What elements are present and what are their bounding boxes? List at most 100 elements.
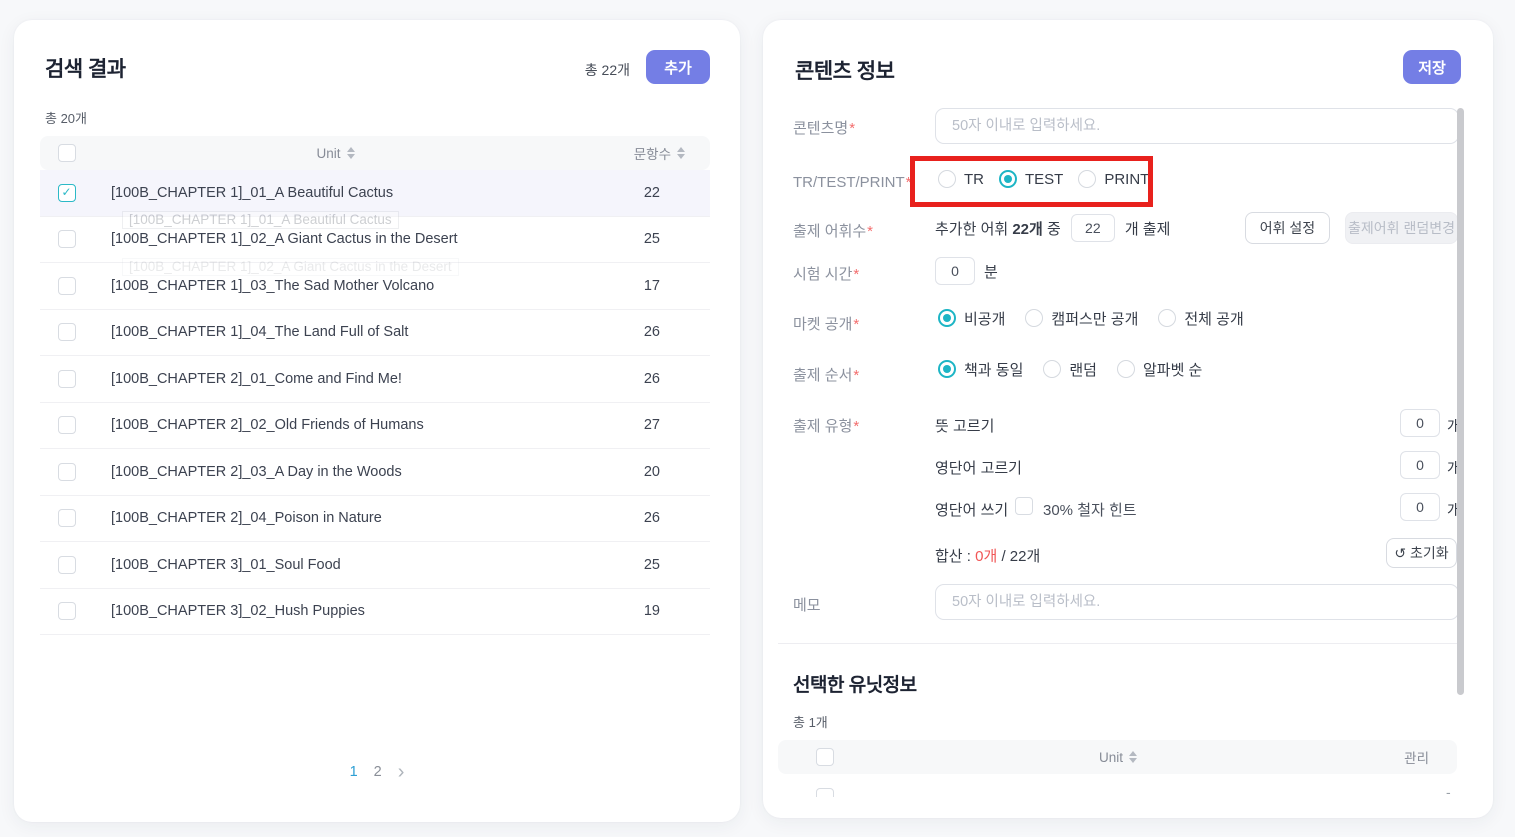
- type-radio-group: TR TEST PRINT: [938, 170, 1149, 188]
- table-row[interactable]: [100B_CHAPTER 3]_02_Hush Puppies 19: [40, 588, 710, 635]
- table-row[interactable]: [100B_CHAPTER 1]_04_The Land Full of Sal…: [40, 309, 710, 356]
- vocab-count-label: 출제 어휘수*: [793, 223, 874, 240]
- table-row[interactable]: [100B_CHAPTER 2]_03_A Day in the Woods 2…: [40, 449, 710, 496]
- table-row[interactable]: [100B_CHAPTER 1]_03_The Sad Mother Volca…: [40, 263, 710, 310]
- sort-icon[interactable]: [346, 147, 355, 159]
- selected-units-header: Unit 관리: [778, 740, 1457, 774]
- radio-option-public[interactable]: 전체 공개: [1158, 308, 1244, 329]
- sort-icon[interactable]: [1129, 751, 1137, 763]
- qtype-meaning-count-input[interactable]: [1400, 409, 1440, 437]
- search-results-panel: 검색 결과 총 22개 추가 총 20개 Unit 문항수 [100B_CHAP…: [14, 20, 740, 822]
- radio-checked-icon: [999, 170, 1017, 188]
- table-row[interactable]: [100B_CHAPTER 1]_02_A Giant Cactus in th…: [40, 216, 710, 263]
- total-count-label: 총 22개: [584, 62, 630, 78]
- partial-row-dash: -: [1446, 784, 1451, 800]
- row-checkbox[interactable]: [58, 183, 76, 202]
- radio-icon: [1025, 309, 1044, 327]
- row-checkbox[interactable]: [58, 462, 76, 481]
- page-2-button[interactable]: 2: [373, 764, 382, 780]
- qtype-word-write-label: 영단어 쓰기: [935, 502, 1009, 519]
- sum-row: 합산 : 0개 / 22개: [935, 548, 1041, 565]
- qtype-word-write-count-input[interactable]: [1400, 493, 1440, 521]
- radio-checked-icon: [938, 360, 956, 378]
- order-label: 출제 순서*: [793, 367, 860, 384]
- count-column-header[interactable]: 문항수: [560, 143, 710, 163]
- page-title: 검색 결과: [45, 58, 126, 81]
- market-radio-group: 비공개 캠퍼스만 공개 전체 공개: [938, 308, 1244, 329]
- vocab-random-button: 출제어휘 랜덤변경: [1345, 212, 1458, 244]
- vertical-scrollbar[interactable]: [1457, 108, 1464, 695]
- select-all-checkbox[interactable]: [58, 144, 76, 162]
- table-header: Unit 문항수: [40, 136, 710, 170]
- exam-time-input[interactable]: [935, 257, 975, 285]
- vocab-count-input[interactable]: [1070, 214, 1115, 242]
- row-checkbox[interactable]: [58, 509, 76, 528]
- spelling-hint-checkbox[interactable]: [1015, 497, 1033, 515]
- radio-option-book-order[interactable]: 책과 동일: [938, 359, 1023, 380]
- qtype-word-choice-count-input[interactable]: [1400, 451, 1440, 479]
- list-total-label: 총 20개: [45, 111, 87, 126]
- select-all-checkbox[interactable]: [816, 748, 834, 766]
- memo-label: 메모: [793, 597, 821, 614]
- table-row[interactable]: [100B_CHAPTER 2]_04_Poison in Nature 26: [40, 495, 710, 542]
- radio-icon: [1158, 309, 1177, 327]
- add-button[interactable]: 추가: [646, 50, 710, 84]
- ghost-tooltip: [100B_CHAPTER 1]_02_A Giant Cactus in th…: [122, 258, 459, 276]
- radio-option-private[interactable]: 비공개: [938, 308, 1005, 329]
- order-radio-group: 책과 동일 랜덤 알파벳 순: [938, 359, 1202, 380]
- type-label: TR/TEST/PRINT*: [793, 174, 912, 191]
- vocab-count-row: 추가한 어휘 22개 중 개 출제: [935, 214, 1170, 242]
- row-checkbox[interactable]: [58, 323, 76, 342]
- table-row[interactable]: [100B_CHAPTER 3]_01_Soul Food 25: [40, 542, 710, 589]
- selected-units-title: 선택한 유닛정보: [793, 675, 917, 696]
- radio-option-tr[interactable]: TR: [938, 170, 984, 188]
- vocab-setting-button[interactable]: 어휘 설정: [1245, 212, 1330, 244]
- next-page-icon[interactable]: ›: [397, 761, 405, 783]
- radio-option-test[interactable]: TEST: [999, 170, 1063, 188]
- radio-icon: [1043, 360, 1062, 378]
- partial-row: [778, 788, 1457, 797]
- spelling-hint-label: 30% 철자 힌트: [1043, 502, 1137, 519]
- row-checkbox[interactable]: [58, 230, 76, 249]
- row-checkbox[interactable]: [58, 276, 76, 295]
- sort-icon[interactable]: [677, 147, 685, 159]
- unit-column-header[interactable]: Unit: [111, 146, 560, 161]
- radio-icon: [938, 170, 956, 188]
- panel-title: 콘텐츠 정보: [795, 60, 895, 83]
- page-1-button[interactable]: 1: [349, 764, 358, 780]
- content-name-input[interactable]: [935, 108, 1459, 144]
- pagination: 1 2 ›: [14, 761, 740, 783]
- radio-option-random[interactable]: 랜덤: [1043, 359, 1097, 380]
- question-type-label: 출제 유형*: [793, 418, 860, 435]
- content-name-label: 콘텐츠명*: [793, 120, 856, 137]
- radio-icon: [1116, 360, 1135, 378]
- qtype-meaning-label: 뜻 고르기: [935, 418, 995, 435]
- radio-option-campus[interactable]: 캠퍼스만 공개: [1025, 308, 1138, 329]
- market-label: 마켓 공개*: [793, 316, 860, 333]
- reset-icon: ↺: [1394, 545, 1407, 561]
- row-checkbox[interactable]: [58, 369, 76, 388]
- manage-column-header: 관리: [1404, 751, 1429, 766]
- row-checkbox[interactable]: [816, 788, 834, 797]
- radio-checked-icon: [938, 309, 956, 327]
- reset-button[interactable]: ↺ 초기화: [1386, 538, 1457, 568]
- radio-option-alphabet[interactable]: 알파벳 순: [1116, 359, 1202, 380]
- exam-time-label: 시험 시간*: [793, 266, 860, 283]
- ghost-tooltip: [100B_CHAPTER 1]_01_A Beautiful Cactus: [122, 211, 399, 229]
- row-checkbox[interactable]: [58, 555, 76, 574]
- table-row[interactable]: [100B_CHAPTER 2]_01_Come and Find Me! 26: [40, 356, 710, 403]
- radio-option-print[interactable]: PRINT: [1078, 170, 1149, 188]
- row-checkbox[interactable]: [58, 602, 76, 621]
- table-row[interactable]: [100B_CHAPTER 2]_02_Old Friends of Human…: [40, 402, 710, 449]
- content-info-panel: 콘텐츠 정보 저장 콘텐츠명* TR/TEST/PRINT* TR TEST P…: [763, 20, 1493, 818]
- qtype-word-choice-label: 영단어 고르기: [935, 460, 1022, 477]
- table-row[interactable]: [100B_CHAPTER 1]_01_A Beautiful Cactus 2…: [40, 170, 710, 217]
- memo-input[interactable]: [935, 584, 1459, 620]
- row-checkbox[interactable]: [58, 416, 76, 435]
- section-divider: [778, 643, 1459, 644]
- exam-time-row: 분: [935, 257, 998, 285]
- unit-column-header[interactable]: Unit: [869, 750, 1367, 765]
- radio-icon: [1078, 170, 1097, 188]
- save-button[interactable]: 저장: [1403, 50, 1461, 84]
- selected-units-total: 총 1개: [793, 715, 828, 730]
